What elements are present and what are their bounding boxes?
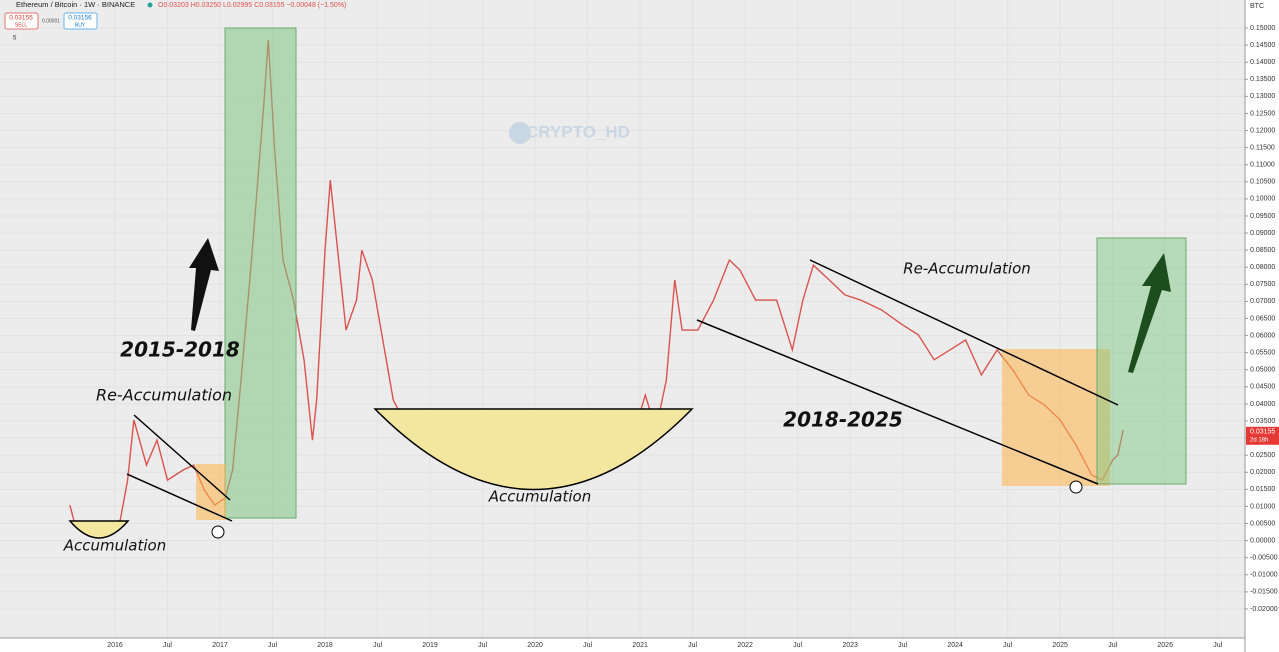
- y-tick-label: 0.05500: [1250, 350, 1275, 357]
- x-tick-label: 2021: [632, 642, 648, 649]
- y-tick-label: 0.05000: [1250, 367, 1275, 374]
- x-tick-label: Jul: [478, 642, 487, 649]
- x-tick-label: Jul: [1003, 642, 1012, 649]
- y-tick-label: 0.01500: [1250, 486, 1275, 493]
- y-tick-label: 0.04500: [1250, 384, 1275, 391]
- x-tick-label: Jul: [373, 642, 382, 649]
- annotation: Re-Accumulation: [903, 260, 1031, 278]
- y-tick-label: 0.01000: [1250, 503, 1275, 510]
- time-axis: [0, 638, 1245, 652]
- x-tick-label: 2023: [842, 642, 858, 649]
- annotation: 2015-2018: [120, 338, 240, 362]
- arrow: [1128, 253, 1171, 373]
- trend-line: [696, 319, 1099, 485]
- y-tick-label: 0.13000: [1250, 93, 1275, 100]
- arrow: [189, 238, 219, 331]
- last-price: 0.03155: [1250, 429, 1275, 436]
- sell-label: SELL: [15, 22, 27, 28]
- x-tick-label: 2022: [737, 642, 753, 649]
- watermark-logo: [509, 122, 531, 144]
- status-dot: [147, 2, 153, 8]
- y-tick-label: 0.14500: [1250, 42, 1275, 49]
- y-tick-label: 0.15000: [1250, 25, 1275, 32]
- x-tick-label: 2019: [422, 642, 438, 649]
- trend-line: [133, 414, 231, 501]
- y-tick-label: 0.12500: [1250, 110, 1275, 117]
- x-tick-label: Jul: [583, 642, 592, 649]
- y-tick-label: 0.09500: [1250, 213, 1275, 220]
- y-tick-label: 0.06000: [1250, 332, 1275, 339]
- accumulation-bowl: [68, 520, 130, 539]
- countdown: 2d 18h: [1250, 437, 1268, 443]
- trend-line: [126, 473, 233, 522]
- drawings: [68, 27, 1187, 539]
- y-tick-label: 0.06500: [1250, 315, 1275, 322]
- y-tick-label: 0.00500: [1250, 520, 1275, 527]
- annotation: Accumulation: [63, 537, 166, 555]
- entry-box: [1002, 349, 1110, 486]
- currency: BTC: [1250, 3, 1264, 10]
- y-tick-label: 0.02500: [1250, 452, 1275, 459]
- plot-background: [0, 0, 1245, 638]
- sell-price: 0.03155: [9, 15, 33, 22]
- x-tick-label: Jul: [268, 642, 277, 649]
- y-tick-label: 0.07000: [1250, 298, 1275, 305]
- y-tick-label: -0.00500: [1250, 555, 1278, 562]
- price-axis: [1245, 0, 1279, 652]
- spread: 0.00001: [42, 18, 60, 24]
- y-tick-label: 0.08500: [1250, 247, 1275, 254]
- x-tick-label: 2024: [947, 642, 963, 649]
- y-tick-label: 0.02000: [1250, 469, 1275, 476]
- buy-label: BUY: [75, 22, 86, 28]
- x-tick-label: Jul: [793, 642, 802, 649]
- buy-price: 0.03156: [68, 15, 92, 22]
- x-tick-label: Jul: [688, 642, 697, 649]
- y-tick-label: 0.10000: [1250, 196, 1275, 203]
- target-box: [224, 27, 297, 519]
- symbol[interactable]: Ethereum / Bitcoin · 1W · BINANCE: [16, 0, 135, 9]
- x-tick-label: 2016: [107, 642, 123, 649]
- annotation: Re-Accumulation: [96, 386, 232, 405]
- x-tick-label: 2025: [1052, 642, 1068, 649]
- y-tick-label: -0.01000: [1250, 572, 1278, 579]
- accumulation-bowl: [373, 408, 694, 491]
- target-box: [1096, 237, 1187, 485]
- y-tick-label: 0.09000: [1250, 230, 1275, 237]
- x-tick-label: 2018: [317, 642, 333, 649]
- y-tick-label: 0.07500: [1250, 281, 1275, 288]
- annotation: Accumulation: [488, 488, 591, 506]
- y-tick-label: 0.11000: [1250, 162, 1275, 169]
- x-tick-label: Jul: [1213, 642, 1222, 649]
- x-tick-label: 2017: [212, 642, 228, 649]
- y-tick-label: 0.04000: [1250, 401, 1275, 408]
- trend-line: [809, 259, 1119, 406]
- y-tick-label: 0.11500: [1250, 144, 1275, 151]
- last-price-box: [1246, 426, 1279, 445]
- y-tick-label: 0.08000: [1250, 264, 1275, 271]
- x-tick-label: Jul: [163, 642, 172, 649]
- y-tick-label: 0.13500: [1250, 76, 1275, 83]
- y-tick-label: 0.03500: [1250, 418, 1275, 425]
- buy-button[interactable]: [63, 12, 98, 30]
- x-tick-label: 2026: [1157, 642, 1173, 649]
- y-tick-label: -0.01500: [1250, 589, 1278, 596]
- y-tick-label: 0.10500: [1250, 179, 1275, 186]
- hand-icon: [211, 525, 225, 539]
- ohlc: O0.03203 H0.03250 L0.02995 C0.03155 −0.0…: [158, 2, 346, 9]
- y-tick-label: 0.14000: [1250, 59, 1275, 66]
- hand-icon: [1069, 480, 1083, 494]
- sell-button[interactable]: [4, 12, 39, 30]
- y-tick-label: -0.02000: [1250, 606, 1278, 613]
- x-tick-label: 2020: [527, 642, 543, 649]
- x-tick-label: Jul: [1108, 642, 1117, 649]
- y-tick-label: 0.12000: [1250, 127, 1275, 134]
- y-tick-label: 0.00000: [1250, 537, 1275, 544]
- x-tick-label: Jul: [898, 642, 907, 649]
- interval[interactable]: 5: [13, 36, 17, 42]
- annotation: 2018-2025: [783, 408, 903, 432]
- watermark: CRYPTO_HD: [526, 122, 630, 141]
